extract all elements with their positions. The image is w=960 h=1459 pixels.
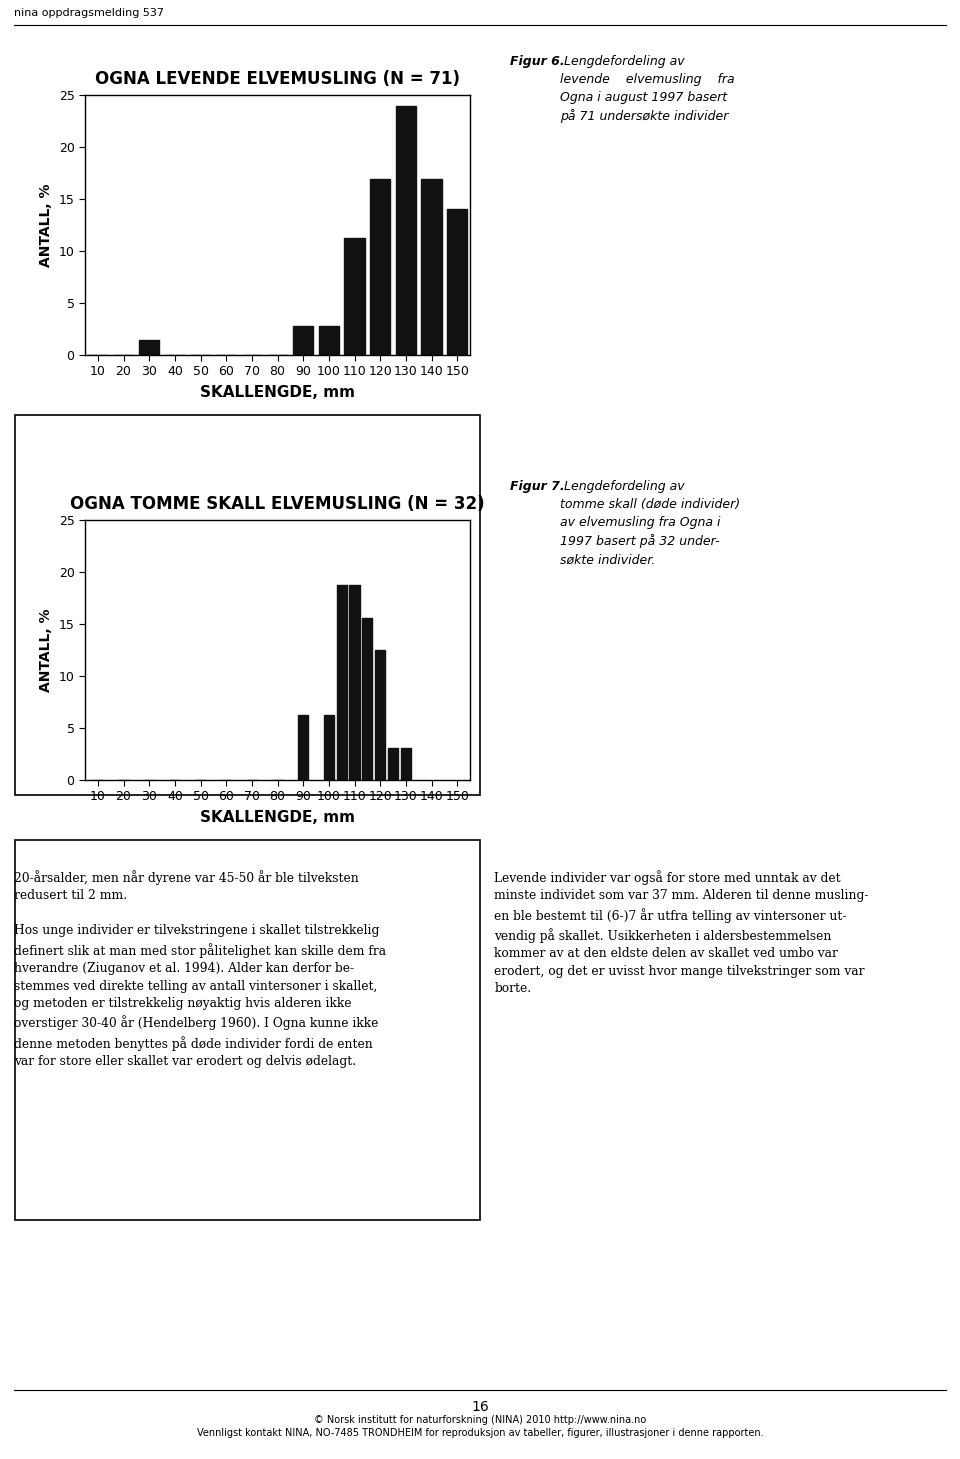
- Bar: [319, 325, 339, 355]
- Y-axis label: ANTALL, %: ANTALL, %: [39, 184, 53, 267]
- Bar: [370, 179, 391, 355]
- Bar: [139, 340, 159, 355]
- Bar: [362, 617, 372, 781]
- Text: Figur 7.: Figur 7.: [510, 480, 564, 493]
- Title: OGNA LEVENDE ELVEMUSLING (N = 71): OGNA LEVENDE ELVEMUSLING (N = 71): [95, 70, 460, 88]
- Bar: [324, 715, 334, 781]
- Bar: [400, 747, 411, 781]
- X-axis label: SKALLENGDE, mm: SKALLENGDE, mm: [200, 385, 355, 400]
- Bar: [396, 107, 416, 355]
- Bar: [421, 179, 442, 355]
- Text: Levende individer var også for store med unntak av det
minste individet som var : Levende individer var også for store med…: [494, 870, 869, 995]
- Bar: [337, 585, 347, 781]
- Text: 20-årsalder, men når dyrene var 45-50 år ble tilveksten
redusert til 2 mm.

Hos : 20-årsalder, men når dyrene var 45-50 år…: [14, 870, 387, 1068]
- Text: Figur 6.: Figur 6.: [510, 55, 564, 69]
- Bar: [293, 325, 313, 355]
- Text: nina oppdragsmelding 537: nina oppdragsmelding 537: [14, 7, 164, 18]
- Text: Lengdefordeling av
tomme skall (døde individer)
av elvemusling fra Ogna i
1997 b: Lengdefordeling av tomme skall (døde ind…: [560, 480, 740, 566]
- Bar: [447, 209, 468, 355]
- Text: Lengdefordeling av
levende    elvemusling    fra
Ogna i august 1997 basert
på 71: Lengdefordeling av levende elvemusling f…: [560, 55, 734, 124]
- Text: 16: 16: [471, 1401, 489, 1414]
- X-axis label: SKALLENGDE, mm: SKALLENGDE, mm: [200, 810, 355, 826]
- Bar: [388, 747, 398, 781]
- Bar: [345, 238, 365, 355]
- Text: © Norsk institutt for naturforskning (NINA) 2010 http://www.nina.no
Vennligst ko: © Norsk institutt for naturforskning (NI…: [197, 1415, 763, 1439]
- Bar: [349, 585, 360, 781]
- Bar: [298, 715, 308, 781]
- Y-axis label: ANTALL, %: ANTALL, %: [39, 608, 53, 692]
- Title: OGNA TOMME SKALL ELVEMUSLING (N = 32): OGNA TOMME SKALL ELVEMUSLING (N = 32): [70, 495, 485, 514]
- Bar: [375, 651, 385, 781]
